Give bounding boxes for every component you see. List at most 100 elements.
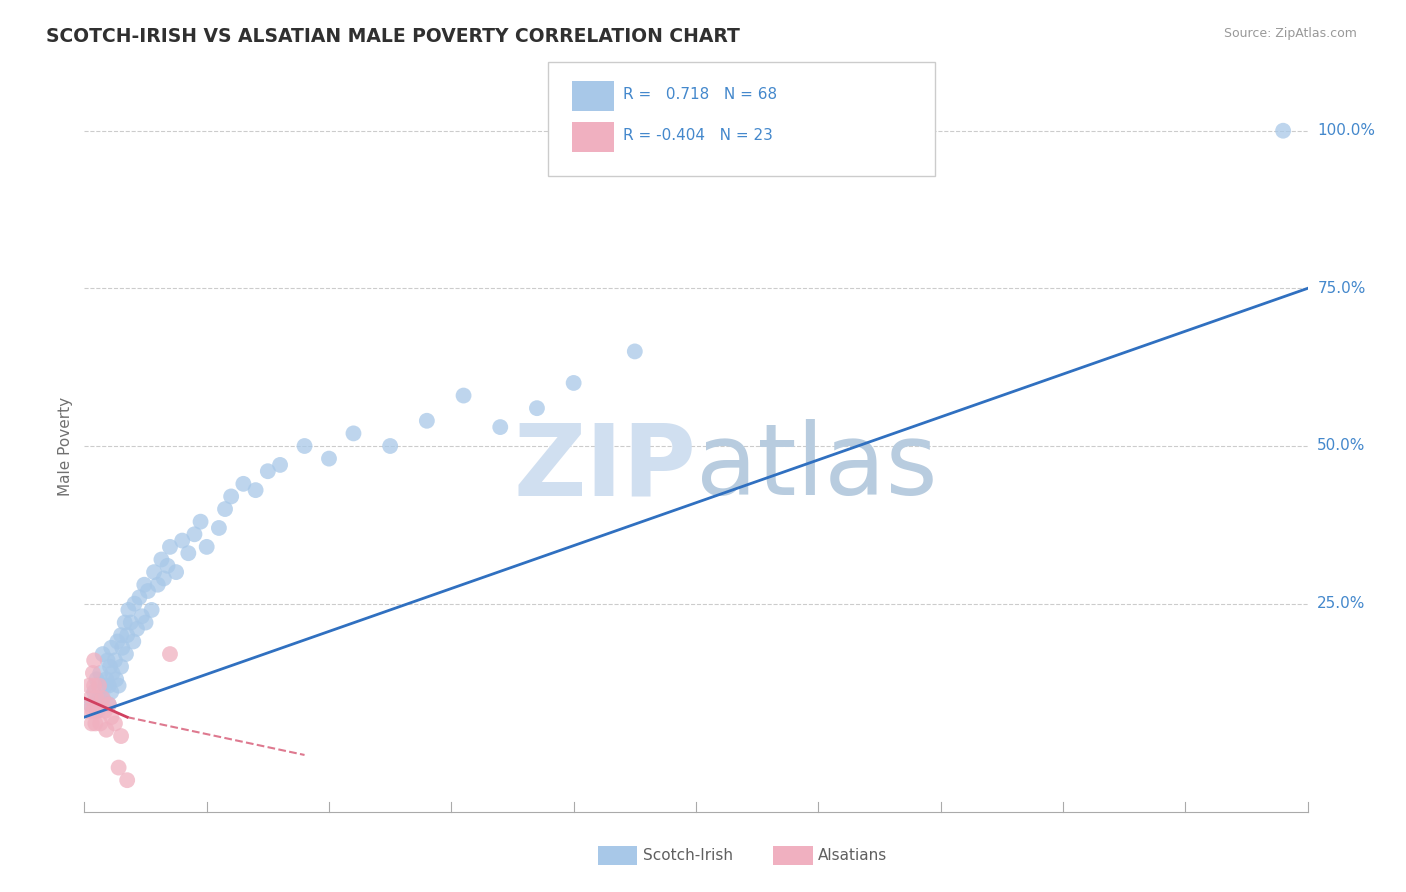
Point — [114, 615, 136, 630]
Point — [143, 565, 166, 579]
Point — [135, 615, 157, 630]
Point — [172, 533, 194, 548]
Point — [141, 603, 163, 617]
Text: SCOTCH-IRISH VS ALSATIAN MALE POVERTY CORRELATION CHART: SCOTCH-IRISH VS ALSATIAN MALE POVERTY CO… — [46, 27, 741, 45]
Point — [96, 673, 118, 687]
Point — [110, 729, 132, 743]
Point — [294, 439, 316, 453]
Point — [219, 490, 242, 504]
Point — [100, 640, 122, 655]
Point — [156, 558, 179, 573]
Text: R = -0.404   N = 23: R = -0.404 N = 23 — [623, 128, 773, 143]
Point — [77, 679, 100, 693]
Point — [318, 451, 340, 466]
Point — [208, 521, 231, 535]
Point — [82, 665, 104, 680]
Point — [214, 502, 236, 516]
Point — [245, 483, 267, 497]
Text: 25.0%: 25.0% — [1317, 596, 1365, 611]
Point — [91, 691, 114, 706]
Point — [98, 659, 121, 673]
Point — [101, 665, 124, 680]
Point — [416, 414, 439, 428]
Point — [111, 640, 134, 655]
Point — [624, 344, 647, 359]
Point — [94, 679, 117, 693]
Point — [1272, 124, 1295, 138]
Point — [342, 426, 364, 441]
Point — [134, 578, 156, 592]
Point — [87, 679, 110, 693]
Point — [83, 685, 105, 699]
Point — [86, 704, 108, 718]
Point — [87, 704, 110, 718]
Point — [380, 439, 402, 453]
Point — [89, 716, 111, 731]
Point — [91, 691, 114, 706]
Y-axis label: Male Poverty: Male Poverty — [58, 396, 73, 496]
Point — [489, 420, 512, 434]
Point — [86, 673, 108, 687]
Point — [122, 634, 145, 648]
Point — [115, 647, 138, 661]
Text: Scotch-Irish: Scotch-Irish — [643, 848, 733, 863]
Point — [153, 571, 176, 585]
Point — [97, 653, 120, 667]
Text: 75.0%: 75.0% — [1317, 281, 1365, 296]
Point — [100, 710, 122, 724]
Text: atlas: atlas — [696, 419, 938, 516]
Point — [80, 716, 103, 731]
Point — [89, 665, 111, 680]
Point — [79, 691, 101, 706]
Point — [146, 578, 169, 592]
Point — [232, 476, 254, 491]
Point — [104, 653, 127, 667]
Point — [97, 698, 120, 712]
Point — [84, 716, 107, 731]
Point — [125, 622, 148, 636]
Point — [97, 679, 120, 693]
Point — [177, 546, 200, 560]
Point — [94, 704, 117, 718]
Text: 50.0%: 50.0% — [1317, 439, 1365, 453]
Point — [526, 401, 548, 416]
Point — [117, 603, 139, 617]
Point — [83, 679, 105, 693]
Point — [87, 691, 110, 706]
Point — [110, 659, 132, 673]
Point — [83, 653, 105, 667]
Point — [91, 647, 114, 661]
Point — [195, 540, 218, 554]
Point — [115, 773, 138, 788]
Text: Source: ZipAtlas.com: Source: ZipAtlas.com — [1223, 27, 1357, 40]
Text: R =   0.718   N = 68: R = 0.718 N = 68 — [623, 87, 778, 102]
Point — [86, 691, 108, 706]
Point — [100, 685, 122, 699]
Point — [105, 634, 128, 648]
Point — [257, 464, 280, 478]
Point — [136, 584, 159, 599]
Point — [183, 527, 205, 541]
Text: ZIP: ZIP — [513, 419, 696, 516]
Point — [96, 723, 118, 737]
Point — [79, 698, 101, 712]
Point — [150, 552, 173, 566]
Point — [128, 591, 150, 605]
Point — [115, 628, 138, 642]
Point — [159, 647, 181, 661]
Point — [159, 540, 181, 554]
Point — [107, 679, 129, 693]
Point — [82, 704, 104, 718]
Point — [120, 615, 142, 630]
Point — [124, 597, 146, 611]
Point — [77, 704, 100, 718]
Point — [110, 628, 132, 642]
Point — [107, 761, 129, 775]
Point — [97, 698, 120, 712]
Point — [269, 458, 291, 472]
Point — [190, 515, 212, 529]
Point — [453, 388, 475, 402]
Point — [562, 376, 585, 390]
Text: Alsatians: Alsatians — [818, 848, 887, 863]
Point — [105, 673, 128, 687]
